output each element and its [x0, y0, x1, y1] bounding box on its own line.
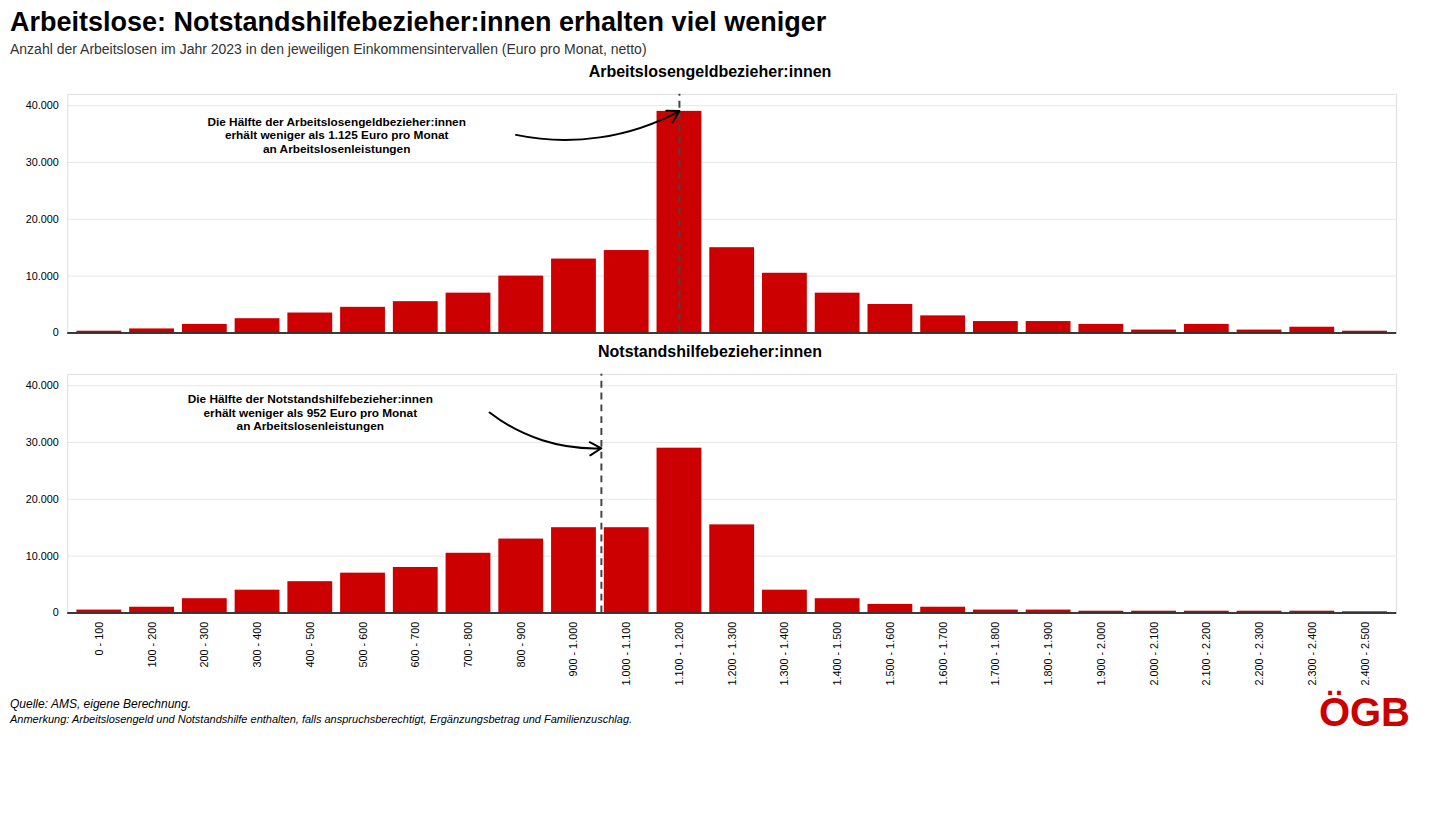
svg-text:100 - 200: 100 - 200 — [146, 622, 158, 668]
svg-text:0: 0 — [53, 326, 59, 338]
svg-text:40.000: 40.000 — [26, 99, 59, 111]
svg-text:700 - 800: 700 - 800 — [462, 622, 474, 668]
svg-text:10.000: 10.000 — [26, 270, 59, 282]
svg-text:1.800 - 1.900: 1.800 - 1.900 — [1042, 622, 1054, 686]
svg-text:40.000: 40.000 — [26, 379, 59, 391]
svg-text:2.300 - 2.400: 2.300 - 2.400 — [1306, 622, 1318, 686]
svg-text:20.000: 20.000 — [26, 493, 59, 505]
svg-text:800 - 900: 800 - 900 — [515, 622, 527, 668]
svg-text:0 - 100: 0 - 100 — [93, 622, 105, 656]
svg-text:Die Hälfte der Notstandshilfeb: Die Hälfte der Notstandshilfebezieher:in… — [188, 393, 433, 434]
svg-text:1.700 - 1.800: 1.700 - 1.800 — [989, 622, 1001, 686]
svg-text:0: 0 — [53, 607, 59, 619]
svg-text:200 - 300: 200 - 300 — [198, 622, 210, 668]
html-text:Arbeitslosengeldbezieher:innen: Arbeitslosengeldbezieher:innen — [588, 63, 832, 80]
html-text:Quelle: AMS, eigene Berechnung: Quelle: AMS, eigene Berechnung. — [10, 697, 191, 712]
svg-text:2.200 - 2.300: 2.200 - 2.300 — [1253, 622, 1265, 686]
svg-text:10.000: 10.000 — [26, 550, 59, 562]
svg-text:1.500 - 1.600: 1.500 - 1.600 — [884, 622, 896, 686]
svg-text:2.400 - 2.500: 2.400 - 2.500 — [1358, 622, 1370, 686]
svg-text:2.100 - 2.200: 2.100 - 2.200 — [1200, 622, 1212, 686]
svg-text:30.000: 30.000 — [26, 156, 59, 168]
svg-text:30.000: 30.000 — [26, 436, 59, 448]
svg-text:900 - 1.000: 900 - 1.000 — [567, 622, 579, 677]
svg-text:2.000 - 2.100: 2.000 - 2.100 — [1148, 622, 1160, 686]
svg-text:20.000: 20.000 — [26, 213, 59, 225]
svg-text:300 - 400: 300 - 400 — [251, 622, 263, 668]
svg-text:1.300 - 1.400: 1.300 - 1.400 — [778, 622, 790, 686]
svg-text:400 - 500: 400 - 500 — [304, 622, 316, 668]
html-text:Anmerkung: Arbeitslosengeld un: Anmerkung: Arbeitslosengeld und Notstand… — [10, 713, 633, 726]
html-text:Arbeitslose: Notstandshilfebez: Arbeitslose: Notstandshilfebezieher:inne… — [10, 7, 827, 37]
svg-text:1.200 - 1.300: 1.200 - 1.300 — [726, 622, 738, 686]
svg-text:1.600 - 1.700: 1.600 - 1.700 — [937, 622, 949, 686]
html-text:ÖGB: ÖGB — [1318, 689, 1410, 734]
svg-text:1.000 - 1.100: 1.000 - 1.100 — [620, 622, 632, 686]
html-text:Anzahl der Arbeitslosen im Jah: Anzahl der Arbeitslosen im Jahr 2023 in … — [10, 41, 647, 57]
svg-text:Die Hälfte der Arbeitslosengel: Die Hälfte der Arbeitslosengeldbezieher:… — [207, 115, 466, 156]
svg-text:1.900 - 2.000: 1.900 - 2.000 — [1095, 622, 1107, 686]
svg-text:1.400 - 1.500: 1.400 - 1.500 — [831, 622, 843, 686]
html-text:Notstandshilfebezieher:innen: Notstandshilfebezieher:innen — [598, 343, 822, 361]
svg-text:1.100 - 1.200: 1.100 - 1.200 — [673, 622, 685, 686]
svg-text:600 - 700: 600 - 700 — [409, 622, 421, 668]
svg-text:500 - 600: 500 - 600 — [356, 622, 368, 668]
